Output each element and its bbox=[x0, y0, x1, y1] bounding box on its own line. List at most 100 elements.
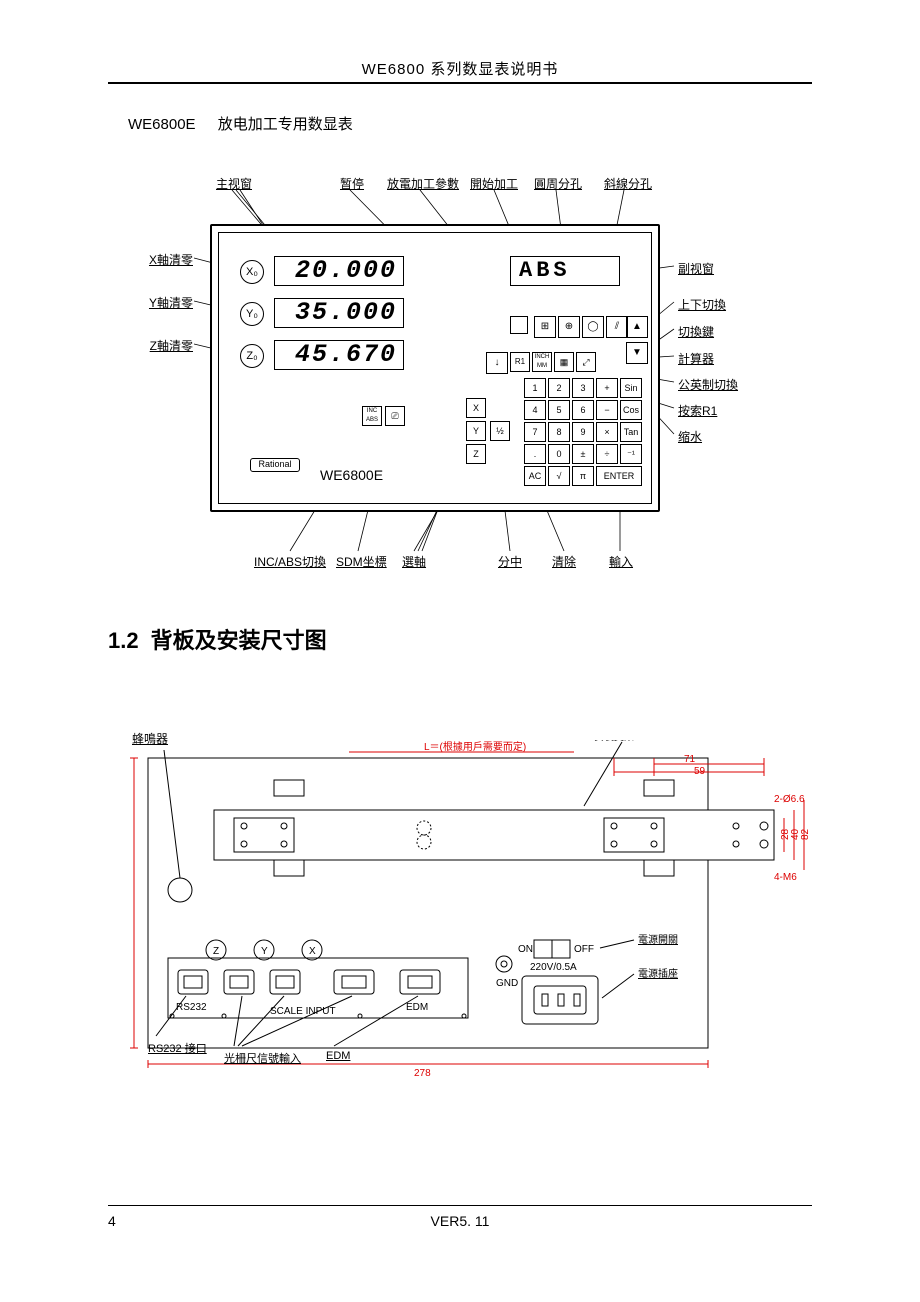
key-pi[interactable]: π bbox=[572, 466, 594, 486]
label-z-zero: Z軸清零 bbox=[138, 337, 193, 354]
y-zero-button[interactable]: Y₀ bbox=[240, 302, 264, 326]
brand-logo: Rational bbox=[250, 458, 300, 472]
key-mul[interactable]: × bbox=[596, 422, 618, 442]
fn-shrink[interactable]: ⤢ bbox=[576, 352, 596, 372]
svg-text:Y: Y bbox=[261, 946, 268, 957]
incabs-button[interactable]: INC ABS bbox=[362, 406, 382, 426]
fn-r1[interactable]: R1 bbox=[510, 352, 530, 372]
key-0[interactable]: 0 bbox=[548, 444, 570, 464]
key-enter[interactable]: ENTER bbox=[596, 466, 642, 486]
fn-calc[interactable]: ▦ bbox=[554, 352, 574, 372]
label-line-hole: 斜線分孔 bbox=[604, 175, 652, 192]
keypad: 1 2 3 + Sin 4 5 6 − Cos 7 8 9 × Tan . 0 … bbox=[524, 378, 642, 486]
key-4[interactable]: 4 bbox=[524, 400, 546, 420]
svg-text:220V/0.5A: 220V/0.5A bbox=[530, 962, 577, 973]
label-sdm: SDM坐標 bbox=[336, 553, 387, 570]
label-switch: 切換鍵 bbox=[678, 323, 714, 340]
label-edm-param: 放電加工參數 bbox=[387, 175, 459, 192]
key-tan[interactable]: Tan bbox=[620, 422, 642, 442]
section-num: 1.2 bbox=[108, 628, 139, 653]
label-updown: 上下切換 bbox=[678, 296, 726, 313]
svg-text:Z: Z bbox=[213, 946, 219, 957]
label-scale-input: 光柵尺信號輸入 bbox=[224, 1050, 301, 1066]
key-sin[interactable]: Sin bbox=[620, 378, 642, 398]
svg-text:2-Ø6.6: 2-Ø6.6 bbox=[774, 794, 805, 805]
fn-pcd[interactable]: ◯ bbox=[582, 316, 604, 338]
key-1[interactable]: 1 bbox=[524, 378, 546, 398]
product-code: WE6800E bbox=[128, 116, 196, 133]
down-button[interactable]: ▼ bbox=[626, 342, 648, 364]
key-8[interactable]: 8 bbox=[548, 422, 570, 442]
label-shrink: 缩水 bbox=[678, 428, 702, 445]
fn-inch-mm[interactable]: INCH MM bbox=[532, 352, 552, 372]
key-9[interactable]: 9 bbox=[572, 422, 594, 442]
sub-display: ABS bbox=[510, 256, 620, 286]
svg-text:59: 59 bbox=[694, 766, 706, 777]
label-incabs: INC/ABS切換 bbox=[254, 553, 326, 570]
label-x-zero: X軸清零 bbox=[138, 251, 193, 268]
fn-start[interactable]: ⊕ bbox=[558, 316, 580, 338]
key-pm[interactable]: ± bbox=[572, 444, 594, 464]
key-minus[interactable]: − bbox=[596, 400, 618, 420]
svg-text:ON: ON bbox=[518, 944, 533, 955]
svg-text:166: 166 bbox=[124, 893, 127, 910]
fn-down-feed[interactable]: ↓ bbox=[486, 352, 508, 374]
z-zero-button[interactable]: Z₀ bbox=[240, 344, 264, 368]
section-text: 背板及安装尺寸图 bbox=[151, 628, 327, 653]
label-buzzer: 蜂鳴器 bbox=[132, 730, 168, 747]
sel-x[interactable]: X bbox=[466, 398, 486, 418]
key-plus[interactable]: + bbox=[596, 378, 618, 398]
key-dot[interactable]: . bbox=[524, 444, 546, 464]
sdm-button[interactable]: ⎚ bbox=[385, 406, 405, 426]
page-header: WE6800 系列数显表说明书 bbox=[0, 58, 920, 79]
label-clear: 清除 bbox=[552, 553, 576, 570]
key-inv[interactable]: ⁻¹ bbox=[620, 444, 642, 464]
up-button[interactable]: ▲ bbox=[626, 316, 648, 338]
svg-text:GND: GND bbox=[496, 978, 518, 989]
fn-pause[interactable] bbox=[510, 316, 528, 334]
key-7[interactable]: 7 bbox=[524, 422, 546, 442]
label-half: 分中 bbox=[498, 553, 522, 570]
sel-y[interactable]: Y bbox=[466, 421, 486, 441]
label-r1: 按索R1 bbox=[678, 402, 717, 419]
svg-text:L＝(根據用戶需要而定): L＝(根據用戶需要而定) bbox=[424, 740, 526, 753]
key-3[interactable]: 3 bbox=[572, 378, 594, 398]
svg-text:4-M6: 4-M6 bbox=[774, 872, 797, 883]
key-div[interactable]: ÷ bbox=[596, 444, 618, 464]
label-enter: 輸入 bbox=[609, 553, 633, 570]
back-panel-figure: 166 278 71 59 bbox=[124, 740, 764, 1060]
model-label: WE6800E bbox=[320, 467, 383, 483]
sel-z[interactable]: Z bbox=[466, 444, 486, 464]
label-start: 開始加工 bbox=[470, 175, 518, 192]
fn-edm-param[interactable]: ⊞ bbox=[534, 316, 556, 338]
key-6[interactable]: 6 bbox=[572, 400, 594, 420]
label-calc: 計算器 bbox=[678, 350, 714, 367]
version: VER5. 11 bbox=[0, 1213, 920, 1229]
svg-text:電源插座: 電源插座 bbox=[638, 967, 678, 980]
half-button[interactable]: ½ bbox=[490, 421, 510, 441]
key-ac[interactable]: AC bbox=[524, 466, 546, 486]
label-y-zero: Y軸清零 bbox=[138, 294, 193, 311]
z-display: 45.670 bbox=[274, 340, 404, 370]
label-edm: EDM bbox=[326, 1050, 350, 1062]
key-2[interactable]: 2 bbox=[548, 378, 570, 398]
svg-text:X: X bbox=[309, 946, 316, 957]
svg-text:82: 82 bbox=[800, 828, 811, 840]
label-pause: 暂停 bbox=[340, 175, 364, 192]
label-rs232: RS232 接口 bbox=[148, 1040, 207, 1056]
y-display: 35.000 bbox=[274, 298, 404, 328]
x-zero-button[interactable]: X₀ bbox=[240, 260, 264, 284]
key-cos[interactable]: Cos bbox=[620, 400, 642, 420]
label-axis-sel: 選軸 bbox=[402, 553, 426, 570]
front-panel: X₀ Y₀ Z₀ 20.000 35.000 45.670 ABS ▲ ▼ ⊞ … bbox=[210, 224, 660, 512]
svg-text:OFF: OFF bbox=[574, 944, 594, 955]
svg-text:安裝支架: 安裝支架 bbox=[594, 740, 634, 743]
section-title: 1.2 背板及安装尺寸图 bbox=[108, 623, 327, 655]
fn-linehole[interactable]: ⫽ bbox=[606, 316, 628, 338]
key-5[interactable]: 5 bbox=[548, 400, 570, 420]
x-display: 20.000 bbox=[274, 256, 404, 286]
key-sqrt[interactable]: √ bbox=[548, 466, 570, 486]
svg-text:71: 71 bbox=[684, 754, 696, 765]
footer-rule bbox=[108, 1205, 812, 1206]
label-inch-mm: 公英制切換 bbox=[678, 376, 738, 393]
